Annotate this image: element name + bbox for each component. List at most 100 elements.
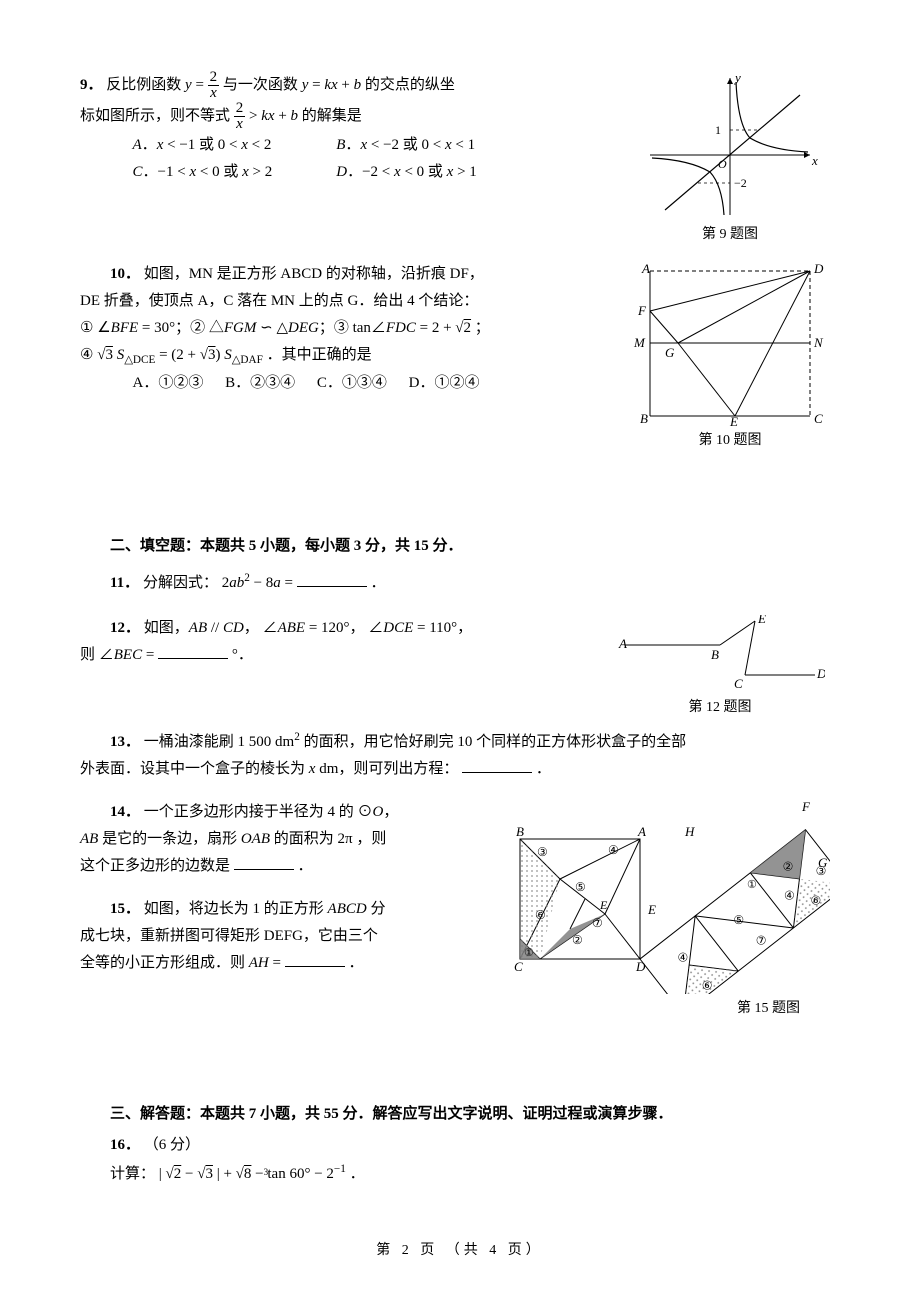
q12-blank [158, 643, 228, 659]
q15-figcap: 第 15 题图 [500, 996, 840, 1021]
q16-l1: 16． （6 分） [80, 1132, 840, 1159]
q12-fig: A B E C D 第 12 题图 [600, 615, 840, 720]
q13-l2a: 外表面．设其中一个盒子的棱长为 x dm，则可列出方程： [80, 761, 458, 777]
q13-l1: 13． 一桶油漆能刷 1 500 dm2 的面积，用它恰好刷完 10 个同样的正… [80, 727, 840, 756]
q16-expr: 计算： | √2 − √3 | + 3√8 − tan 60° − 2−1 ． [110, 1166, 365, 1182]
q14-num: 14． [110, 804, 140, 820]
q9-l1c: 的交点的纵坐 [365, 77, 455, 93]
svg-text:⑦: ⑦ [756, 933, 767, 947]
q11-c: ． [371, 575, 386, 591]
svg-text:D: D [816, 666, 825, 681]
q14-l3: 这个正多边形的边数是 ． [80, 853, 490, 880]
q9-l1a: 反比例函数 [106, 77, 185, 93]
section3-heading: 三、解答题：本题共 7 小题，共 55 分．解答应写出文字说明、证明过程或演算步… [80, 1101, 840, 1128]
q9-svg: x y O 1 −2 [640, 70, 820, 220]
q15-l3a: 全等的小正方形组成．则 AH = [80, 955, 285, 971]
svg-text:⑥: ⑥ [535, 908, 546, 922]
q10-choices: A．①②③ B．②③④ C．①③④ D．①②④ [80, 370, 620, 397]
q10-opt-a: A．①②③ [133, 370, 204, 397]
svg-text:B: B [711, 647, 719, 662]
q14-l2t: AB 是它的一条边，扇形 OAB 的面积为 2π ，则 [80, 831, 386, 847]
q12-l2: 则 ∠BEC = °． [80, 642, 600, 669]
q16-num: 16． [110, 1137, 140, 1153]
svg-text:④: ④ [608, 843, 619, 857]
q14-l2: AB 是它的一条边，扇形 OAB 的面积为 2π ，则 [80, 826, 490, 853]
svg-text:x: x [811, 153, 818, 168]
q9-line1: 9． 反比例函数 y = 2x 与一次函数 y = kx + b 的交点的纵坐 [80, 70, 620, 101]
q15-l1t: 如图，将边长为 1 的正方形 ABCD 分 [144, 901, 386, 917]
q9-choices: A．x < −1 或 0 < x < 2 B．x < −2 或 0 < x < … [80, 132, 620, 186]
svg-text:④: ④ [677, 950, 688, 964]
q11: 11． 分解因式： 2ab2 − 8a = ． [80, 568, 840, 597]
svg-text:D: D [635, 959, 646, 974]
q12-figcap: 第 12 题图 [600, 695, 840, 720]
svg-text:−2: −2 [734, 176, 747, 190]
q15-num: 15． [110, 901, 140, 917]
q10-l3: ① ∠BFE = 30°；② △FGM ∽ △DEG；③ tan∠FDC = 2… [80, 315, 620, 342]
svg-text:E: E [729, 414, 738, 426]
q15-fig: B A C D E ③ ④ ⑤ ⑥ ⑦ ② ① [500, 799, 840, 1021]
q15-l3: 全等的小正方形组成．则 AH = ． [80, 950, 490, 977]
q10-figcap: 第 10 题图 [620, 428, 840, 453]
q10-fig: A D F M G N B E C 第 10 题图 [620, 261, 840, 453]
q10-opt-c: C．①③④ [317, 370, 387, 397]
q9-text: 9． 反比例函数 y = 2x 与一次函数 y = kx + b 的交点的纵坐 … [80, 70, 620, 247]
q13-l2: 外表面．设其中一个盒子的棱长为 x dm，则可列出方程： ． [80, 756, 840, 783]
q9-fig: x y O 1 −2 第 9 题图 [620, 70, 840, 247]
svg-text:③: ③ [537, 845, 548, 859]
svg-text:1: 1 [715, 123, 721, 137]
q9-row-cd: C．−1 < x < 0 或 x > 2 D．−2 < x < 0 或 x > … [133, 159, 621, 186]
section2-heading: 二、填空题：本题共 5 小题，每小题 3 分，共 15 分． [80, 533, 840, 560]
q16-pts: （6 分） [144, 1137, 200, 1153]
q12-l2b: °． [232, 647, 253, 663]
q14-l1: 14． 一个正多边形内接于半径为 4 的 ⊙O， [80, 799, 490, 826]
q10-l4: ④ √3 S△DCE = (2 + √3) S△DAF ．其中正确的是 [80, 342, 620, 370]
svg-text:E: E [757, 615, 766, 626]
svg-text:A: A [641, 261, 650, 276]
q9-num: 9． [80, 77, 103, 93]
q9-math3: 2x > kx + b [234, 108, 298, 124]
q9-math2: y = kx + b [302, 77, 361, 93]
q15-l2: 成七块，重新拼图可得矩形 DEFG，它由三个 [80, 923, 490, 950]
q13-l1a: 一桶油漆能刷 1 500 dm2 的面积，用它恰好刷完 10 个同样的正方体形状… [144, 734, 686, 750]
svg-text:E: E [599, 898, 608, 912]
svg-text:B: B [640, 411, 648, 426]
q10-num: 10． [110, 266, 140, 282]
q10-text: 10． 如图，MN 是正方形 ABCD 的对称轴，沿折痕 DF， DE 折叠，使… [80, 261, 620, 453]
svg-text:①: ① [524, 947, 534, 959]
q12-l1t: 如图，AB // CD， ∠ABE = 120°， ∠DCE = 110°， [144, 620, 472, 636]
q14q15-row: 14． 一个正多边形内接于半径为 4 的 ⊙O， AB 是它的一条边，扇形 OA… [80, 799, 840, 1021]
q13-blank [462, 757, 532, 773]
q9-opt-a: A．x < −1 或 0 < x < 2 [133, 132, 333, 159]
q9-l1b: 与一次函数 [223, 77, 302, 93]
q15-l3b: ． [348, 955, 363, 971]
svg-text:N: N [813, 335, 824, 350]
q9-math1: y = 2x [185, 77, 219, 93]
svg-text:H: H [684, 824, 695, 839]
q12-num: 12． [110, 620, 140, 636]
svg-text:G: G [665, 345, 675, 360]
svg-text:①: ① [747, 879, 757, 891]
svg-text:F: F [801, 799, 811, 814]
q11-a: 分解因式： 2ab2 − 8a = [143, 575, 297, 591]
q9-figcap: 第 9 题图 [620, 222, 840, 247]
svg-text:⑤: ⑤ [733, 913, 744, 927]
svg-text:G: G [818, 855, 828, 870]
svg-text:D: D [813, 261, 824, 276]
q14q15-text: 14． 一个正多边形内接于半径为 4 的 ⊙O， AB 是它的一条边，扇形 OA… [80, 799, 500, 1021]
q10-l1: 10． 如图，MN 是正方形 ABCD 的对称轴，沿折痕 DF， [80, 261, 620, 288]
q15-svg: B A C D E ③ ④ ⑤ ⑥ ⑦ ② ① [510, 799, 830, 994]
q10-opt-b: B．②③④ [225, 370, 295, 397]
q12-row: 12． 如图，AB // CD， ∠ABE = 120°， ∠DCE = 110… [80, 615, 840, 720]
q9-l2b: 的解集是 [302, 108, 362, 124]
svg-text:②: ② [572, 933, 583, 947]
q15-blank [285, 951, 345, 967]
svg-text:A: A [618, 636, 627, 651]
q13-num: 13． [110, 734, 140, 750]
svg-text:F: F [637, 303, 647, 318]
q10-l3a: ① ∠BFE = 30°；② △FGM ∽ △DEG；③ tan∠FDC = 2… [80, 320, 490, 336]
svg-text:④: ④ [784, 888, 795, 902]
svg-text:C: C [514, 959, 523, 974]
svg-text:⑥: ⑥ [702, 978, 713, 992]
svg-text:⑤: ⑤ [575, 880, 586, 894]
